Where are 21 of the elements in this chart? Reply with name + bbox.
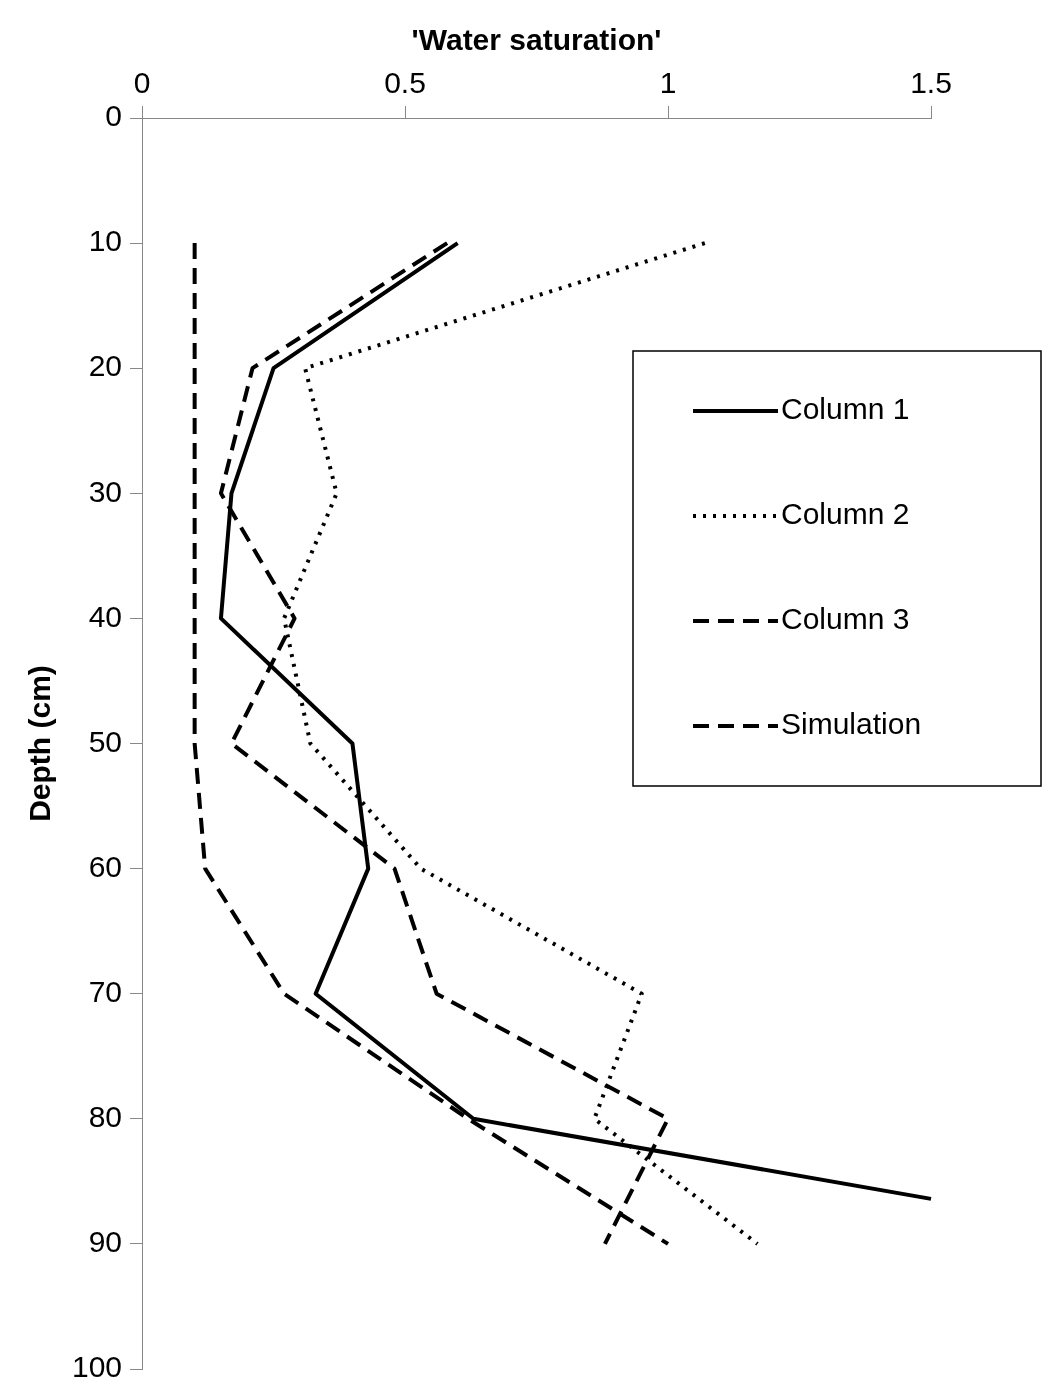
y-tick-label: 70 <box>88 974 123 1008</box>
y-axis-title: Depth (cm) <box>23 665 57 822</box>
y-tick-label: 40 <box>88 599 123 633</box>
x-tick-label: 1.5 <box>910 66 952 100</box>
legend-label: Simulation <box>781 707 922 741</box>
y-tick-label: 30 <box>88 474 123 508</box>
legend-label: Column 2 <box>781 497 910 531</box>
y-tick-label: 20 <box>88 349 123 383</box>
x-tick-label: 0 <box>133 66 151 100</box>
y-tick-label: 100 <box>71 1350 123 1384</box>
y-tick-label: 10 <box>88 224 123 258</box>
legend-label: Column 3 <box>781 602 910 636</box>
x-tick-label: 0.5 <box>384 66 426 100</box>
y-tick-label: 0 <box>105 99 123 133</box>
x-tick-label: 1 <box>659 66 677 100</box>
legend-label: Column 1 <box>781 392 910 426</box>
y-tick-label: 90 <box>88 1225 123 1259</box>
y-tick-label: 50 <box>88 724 123 758</box>
y-tick-label: 60 <box>88 849 123 883</box>
x-axis-title: 'Water saturation' <box>411 23 662 57</box>
y-tick-label: 80 <box>88 1100 123 1134</box>
